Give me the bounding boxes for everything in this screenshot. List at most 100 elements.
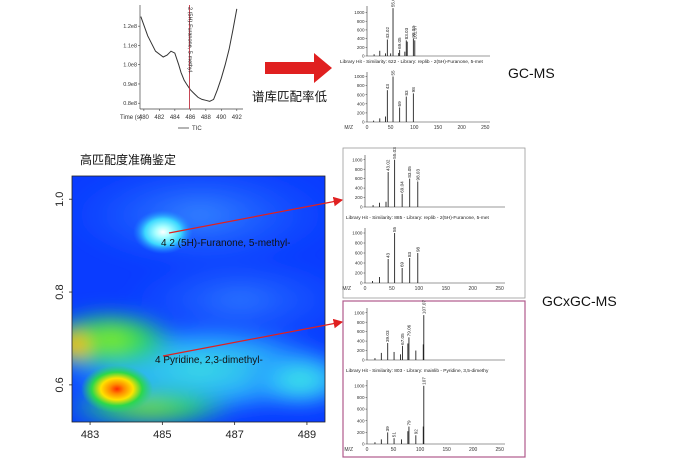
specB-top-peak-label: 69.04	[400, 181, 405, 193]
specA-xtick-label: 150	[434, 125, 443, 131]
specA-top-ytick-label: 1000	[354, 10, 365, 15]
contour-band-left	[72, 308, 180, 372]
specC-xtick-label: 100	[416, 447, 425, 453]
specA-top-peak-label: 101.07	[412, 25, 417, 39]
specB-bottom-ytick-label: 400	[355, 261, 363, 266]
specA-bottom-peak-label: 98	[411, 87, 416, 93]
specB-top-ytick-label: 800	[355, 167, 363, 172]
specA-top-ytick-label: 0	[362, 54, 365, 59]
specC-bottom-ytick-label: 1000	[354, 383, 365, 388]
specA-bottom-ytick-label: 200	[357, 111, 365, 116]
specA-xtick-label: 250	[481, 125, 490, 131]
furanone-panel-frame	[342, 147, 526, 299]
tic-marker-label: 2 (5H)-Furanone, 5-methyl-	[187, 7, 193, 74]
tic-legend-label: TIC	[192, 126, 202, 132]
tic-xtick-label: 490	[216, 115, 227, 121]
top-transfer-arrow	[265, 53, 332, 83]
specA-top-ytick-label: 600	[357, 28, 365, 33]
specC-top-peak-label: 79.06	[406, 324, 411, 336]
specB-bottom-ytick-label: 0	[360, 281, 363, 286]
tic-series-group: 2 (5H)-Furanone, 5-methyl-	[140, 5, 238, 109]
specB-top-peak-label: 43.02	[386, 159, 391, 171]
specC-top-ytick-label: 600	[357, 329, 365, 334]
contour-band-right	[245, 350, 325, 410]
specC-bottom-peak-label: 39	[385, 426, 390, 432]
specB-bottom-peak-label: 55	[392, 226, 397, 232]
specB-top-peak-label: 55.03	[392, 147, 397, 159]
tic-ytick-label: 1.2e8	[123, 24, 137, 30]
specA-xtick-label: 0	[366, 125, 369, 131]
tic-ytick-label: 1.1e8	[123, 43, 137, 49]
specA-top-ytick-label: 400	[357, 36, 365, 41]
specB-xlabel: M/Z	[342, 286, 351, 292]
specA-top-peak-label: 69.05	[397, 37, 402, 49]
contour-xtick-label: 487	[225, 429, 243, 441]
specB-bottom-peak-label: 98	[415, 246, 420, 252]
specC-top-ytick-label: 200	[357, 348, 365, 353]
specC-top-ytick-label: 1000	[354, 310, 365, 315]
specB-top-ytick-label: 600	[355, 176, 363, 181]
specA-xlabel: M/Z	[344, 125, 353, 131]
tic-series-line	[140, 8, 238, 102]
specC-bottom-peak-label: 107	[421, 377, 426, 385]
annotation-pyridine: 4 Pyridine, 2,3-dimethyl-	[155, 355, 263, 366]
specC-top-peak-label: 107.07	[421, 300, 426, 314]
contour-xtick-label: 483	[81, 429, 99, 441]
tic-xtick-label: 480	[139, 115, 150, 121]
pyridine-panel-frame	[342, 300, 526, 458]
specC-bottom-ytick-label: 400	[357, 418, 365, 423]
specC-caption: Library Hit - Similarity: 803 - Library:…	[346, 368, 489, 374]
specB-bottom-ytick-label: 600	[355, 251, 363, 256]
specA-bottom-peak-label: 83	[404, 90, 409, 96]
specC-bottom-ytick-label: 600	[357, 407, 365, 412]
specC-xtick-label: 200	[469, 447, 478, 453]
specB-bottom-ytick-label: 200	[355, 271, 363, 276]
specA-top-ytick-label: 200	[357, 45, 365, 50]
contour-field	[72, 176, 325, 422]
specA-top-peak-label: 98.02	[411, 26, 416, 38]
specC-bottom-ytick-label: 0	[362, 442, 365, 447]
specC-bottom-peak-label: 79	[406, 420, 411, 426]
tic-ytick-label: 0.9e8	[123, 82, 137, 88]
specA-xtick-label: 100	[410, 125, 419, 131]
specC-top-ytick-label: 400	[357, 339, 365, 344]
specB-top-peak-label: 98.03	[415, 169, 420, 181]
contour-axes: 483 485 487 489 0.6 0.8 1.0	[54, 192, 316, 441]
annotation-furanone: 4 2 (5H)-Furanone, 5-methyl-	[161, 238, 291, 249]
tic-chart: 0.8e8 0.9e8 1.0e8 1.1e8 1.2e8 480 482 484 486 488…	[120, 5, 243, 132]
specB-bottom-peak-label: 43	[386, 252, 391, 258]
tic-xtick-label: 482	[154, 115, 165, 121]
specB-top-peak-label: 83.05	[407, 166, 412, 178]
specA-bottom-ytick-label: 1000	[354, 74, 365, 79]
low-match-warning: 谱库匹配率低	[252, 89, 328, 104]
specC-top-ytick-label: 0	[362, 358, 365, 363]
specA-top-peak-label: 83.03	[404, 27, 409, 39]
arrow-to-furanone-spectra	[168, 196, 344, 234]
gcxgc-contour-chart: 483 485 487 489 0.6 0.8 1.0 4 2 (5H)-Furanone,…	[54, 175, 326, 441]
specB-bottom-peak-label: 69	[400, 261, 405, 267]
tic-xtick-label: 492	[232, 115, 243, 121]
specB-top-ytick-label: 200	[355, 195, 363, 200]
specC-top-peak-label: 39.03	[385, 330, 390, 342]
tic-xlabel: Time (s)	[120, 115, 142, 121]
specA-bottom-peak-label: 69	[397, 101, 402, 107]
contour-frame	[71, 175, 326, 423]
contour-peak-furanone	[133, 210, 193, 254]
contour-ytick-label: 1.0	[54, 192, 66, 207]
specB-bottom-ytick-label: 800	[355, 241, 363, 246]
contour-peak-edge	[72, 325, 102, 365]
contour-peak-pyridine	[81, 365, 153, 413]
specA-xtick-label: 50	[388, 125, 394, 131]
contour-ytick-label: 0.8	[54, 284, 66, 299]
tic-axes: 0.8e8 0.9e8 1.0e8 1.1e8 1.2e8 480 482 484 486 488…	[123, 5, 243, 121]
contour-heading: 高匹配度准确鉴定	[80, 152, 176, 167]
specA-bottom-ytick-label: 0	[362, 120, 365, 125]
contour-haze-upper	[72, 176, 325, 270]
specC-xlabel: M/Z	[344, 447, 353, 453]
specA-bottom-ytick-label: 800	[357, 83, 365, 88]
specA-bottom-ytick-label: 600	[357, 92, 365, 97]
specC-xtick-label: 50	[391, 447, 397, 453]
